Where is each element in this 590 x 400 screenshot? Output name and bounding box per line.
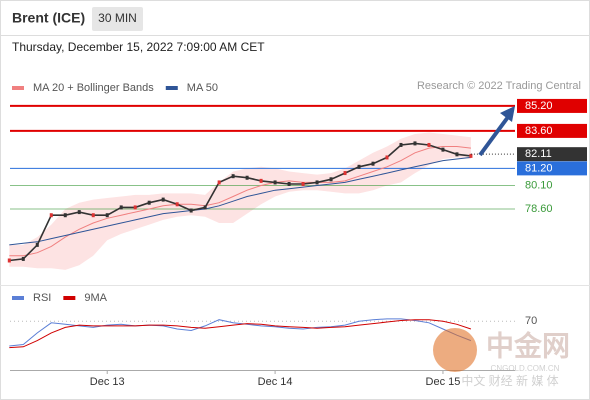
credit: Research © 2022 Trading Central [417, 80, 581, 92]
candle [203, 205, 207, 210]
candle [77, 210, 81, 215]
candle [385, 155, 389, 160]
level-label-box [517, 161, 587, 176]
candle [175, 202, 179, 207]
watermark-tagline: 中文 财经 新 媒 体 [461, 373, 558, 388]
interval-badge [92, 7, 143, 31]
legend-swatch [12, 86, 24, 90]
level-label-box [517, 98, 587, 113]
watermark-logo [433, 328, 477, 372]
arrow-head [500, 106, 515, 122]
level-label-box [517, 147, 587, 162]
candle [273, 180, 277, 185]
series-line [9, 318, 472, 347]
candle [7, 258, 11, 263]
candle [343, 171, 347, 176]
level-label: 80.10 [525, 179, 553, 191]
legend-swatch [63, 296, 76, 300]
series-line [9, 319, 472, 349]
interval: 30 MIN [98, 11, 137, 25]
candle [189, 208, 193, 213]
candle [315, 180, 319, 185]
level-label: 78.60 [525, 203, 553, 215]
candle [35, 242, 39, 247]
candle [357, 164, 361, 169]
watermark: 中金网 CNGOLD.COM.CN 中文 财经 新 媒 体 [433, 328, 570, 388]
candle [147, 200, 151, 205]
candle [161, 197, 165, 202]
x-tick-label: Dec 14 [258, 376, 293, 388]
series-line [9, 156, 471, 246]
candle [399, 142, 403, 147]
candle [245, 175, 249, 180]
watermark-name: 中金网 [486, 329, 570, 361]
candle [133, 205, 137, 210]
watermark-site: CNGOLD.COM.CN [491, 364, 560, 373]
candle [469, 153, 473, 158]
candle [21, 256, 25, 261]
candle [217, 180, 221, 185]
title: Brent (ICE) [12, 10, 85, 26]
candle [49, 213, 53, 218]
x-tick-label: Dec 15 [426, 376, 461, 388]
series-line [9, 146, 471, 257]
level-label: 82.11 [525, 148, 552, 160]
level-label-box [517, 123, 587, 138]
candle [371, 161, 375, 166]
candle [91, 213, 95, 218]
candle [63, 213, 67, 218]
candle [455, 152, 459, 157]
candle [413, 141, 417, 146]
candle [427, 142, 431, 147]
candle [105, 213, 109, 218]
y-tick-label: 70 [525, 315, 537, 327]
candle [259, 178, 263, 183]
legend-label: MA 20 + Bollinger Bands [33, 82, 154, 94]
candle [329, 177, 333, 182]
level-label: 81.20 [525, 162, 553, 174]
level-label: 85.20 [525, 100, 553, 112]
bollinger-band [9, 132, 471, 270]
x-tick-label: Dec 13 [90, 376, 125, 388]
legend-label: RSI [33, 292, 51, 304]
level-label: 83.60 [525, 125, 553, 137]
date: Thursday, December 15, 2022 7:09:00 AM C… [12, 40, 265, 54]
arrow [478, 115, 510, 157]
candle [441, 147, 445, 152]
legend-label: 9MA [84, 292, 107, 304]
candle [231, 174, 235, 179]
legend-label: MA 50 [187, 82, 218, 94]
price-line [9, 142, 471, 262]
price-panel: MA 20 + Bollinger Bands MA 50 85.20 83.60 82… [7, 82, 587, 270]
legend-swatch [165, 86, 178, 90]
candle [301, 181, 305, 186]
candle [287, 181, 291, 186]
legend-swatch [12, 296, 24, 300]
candle [119, 205, 123, 210]
rsi-panel: 70 Dec 13 Dec 14 Dec 15 RSI 9MA [9, 292, 537, 388]
